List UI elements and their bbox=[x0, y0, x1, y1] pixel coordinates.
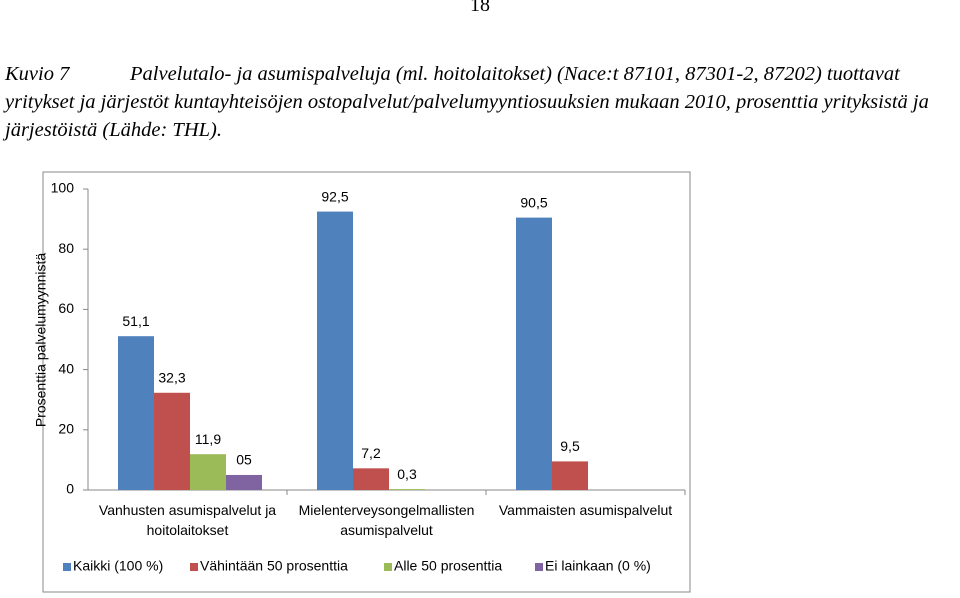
y-tick-label: 40 bbox=[58, 360, 74, 376]
x-tick-label: Vanhusten asumispalvelut ja hoitolaitoks… bbox=[98, 502, 277, 538]
bar bbox=[353, 468, 389, 490]
y-tick-label: 20 bbox=[58, 421, 74, 437]
y-tick-label: 100 bbox=[51, 180, 75, 196]
bar bbox=[389, 489, 425, 490]
data-label: 90,5 bbox=[520, 194, 547, 210]
bar bbox=[226, 474, 262, 490]
data-label: 0,3 bbox=[397, 466, 417, 482]
bar bbox=[552, 461, 588, 490]
caption: Kuvio 7 Palvelutalo- ja asumispalveluja (… bbox=[5, 60, 955, 144]
data-label: 05 bbox=[236, 452, 252, 468]
legend-label: Kaikki (100 %) bbox=[73, 558, 163, 574]
x-tick-label: Mielenterveysongelmallisten asumispalvel… bbox=[298, 502, 475, 538]
bar bbox=[154, 392, 190, 490]
x-tick-label: Vammaisten asumispalvelut bbox=[498, 502, 673, 518]
legend-swatch bbox=[190, 563, 198, 571]
figure-label: Kuvio 7 bbox=[5, 63, 70, 85]
chart-title: Palvelutalo- ja asumispalveluja (ml. hoi… bbox=[5, 63, 929, 141]
data-label: 11,9 bbox=[195, 431, 221, 447]
bar bbox=[118, 336, 154, 490]
legend-label: Ei lainkaan (0 %) bbox=[545, 558, 651, 574]
chart-frame bbox=[42, 171, 691, 593]
data-label: 32,3 bbox=[158, 369, 185, 385]
data-label: 92,5 bbox=[321, 188, 348, 204]
page-number: 18 bbox=[470, 0, 490, 16]
bar bbox=[317, 211, 353, 490]
data-label: 51,1 bbox=[122, 313, 149, 329]
y-tick-label: 80 bbox=[58, 240, 74, 256]
y-tick-label: 0 bbox=[66, 481, 74, 497]
data-label: 9,5 bbox=[560, 438, 580, 454]
legend-label: Alle 50 prosenttia bbox=[394, 558, 502, 574]
y-tick-label: 60 bbox=[58, 300, 74, 316]
legend-label: Vähintään 50 prosenttia bbox=[200, 558, 348, 574]
data-label: 7,2 bbox=[361, 445, 381, 461]
legend-swatch bbox=[63, 563, 71, 571]
bar bbox=[190, 454, 226, 490]
bar bbox=[516, 217, 552, 490]
legend-swatch bbox=[535, 563, 543, 571]
y-axis-label: Prosenttia palvelumyynnistä bbox=[33, 253, 49, 428]
legend-swatch bbox=[384, 563, 392, 571]
